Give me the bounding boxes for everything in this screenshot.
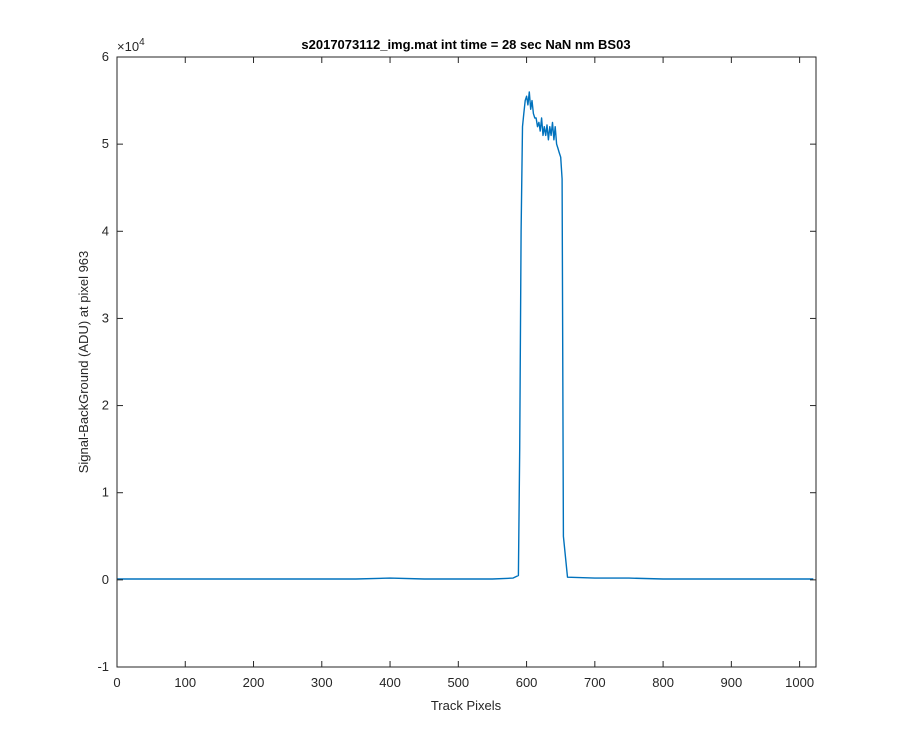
axes-box xyxy=(116,56,817,668)
y-tick-label: 6 xyxy=(102,49,109,64)
x-tick-label: 200 xyxy=(243,675,265,690)
x-tick-label: 100 xyxy=(174,675,196,690)
y-axis-label: Signal-BackGround (ADU) at pixel 963 xyxy=(76,251,91,474)
y-exponent-label: ×104 xyxy=(117,37,145,54)
x-axis-label: Track Pixels xyxy=(431,698,502,713)
chart-title: s2017073112_img.mat int time = 28 sec Na… xyxy=(301,37,630,52)
x-tick-label: 0 xyxy=(113,675,120,690)
y-tick-label: 4 xyxy=(102,223,109,238)
x-tick-label: 500 xyxy=(447,675,469,690)
y-tick-label: 2 xyxy=(102,398,109,413)
y-tick-label: 1 xyxy=(102,485,109,500)
x-tick-label: 700 xyxy=(584,675,606,690)
y-tick-label: 3 xyxy=(102,310,109,325)
x-tick-label: 300 xyxy=(311,675,333,690)
ticks-layer: 0 100 200 300 400 500 600 700 800 900 1000 -1 0 1 2 3 4 5… xyxy=(97,49,816,690)
y-tick-label: -1 xyxy=(97,659,109,674)
y-exponent-power: 4 xyxy=(139,37,145,48)
x-tick-label: 600 xyxy=(516,675,538,690)
y-tick-label: 0 xyxy=(102,572,109,587)
x-tick-label: 400 xyxy=(379,675,401,690)
x-tick-label: 800 xyxy=(652,675,674,690)
plot-area xyxy=(117,57,816,667)
series-layer xyxy=(117,91,814,580)
x-tick-label: 900 xyxy=(721,675,743,690)
series-line-0 xyxy=(117,91,814,580)
y-tick-label: 5 xyxy=(102,136,109,151)
y-exponent-base: ×10 xyxy=(117,39,139,54)
x-tick-label: 1000 xyxy=(785,675,814,690)
